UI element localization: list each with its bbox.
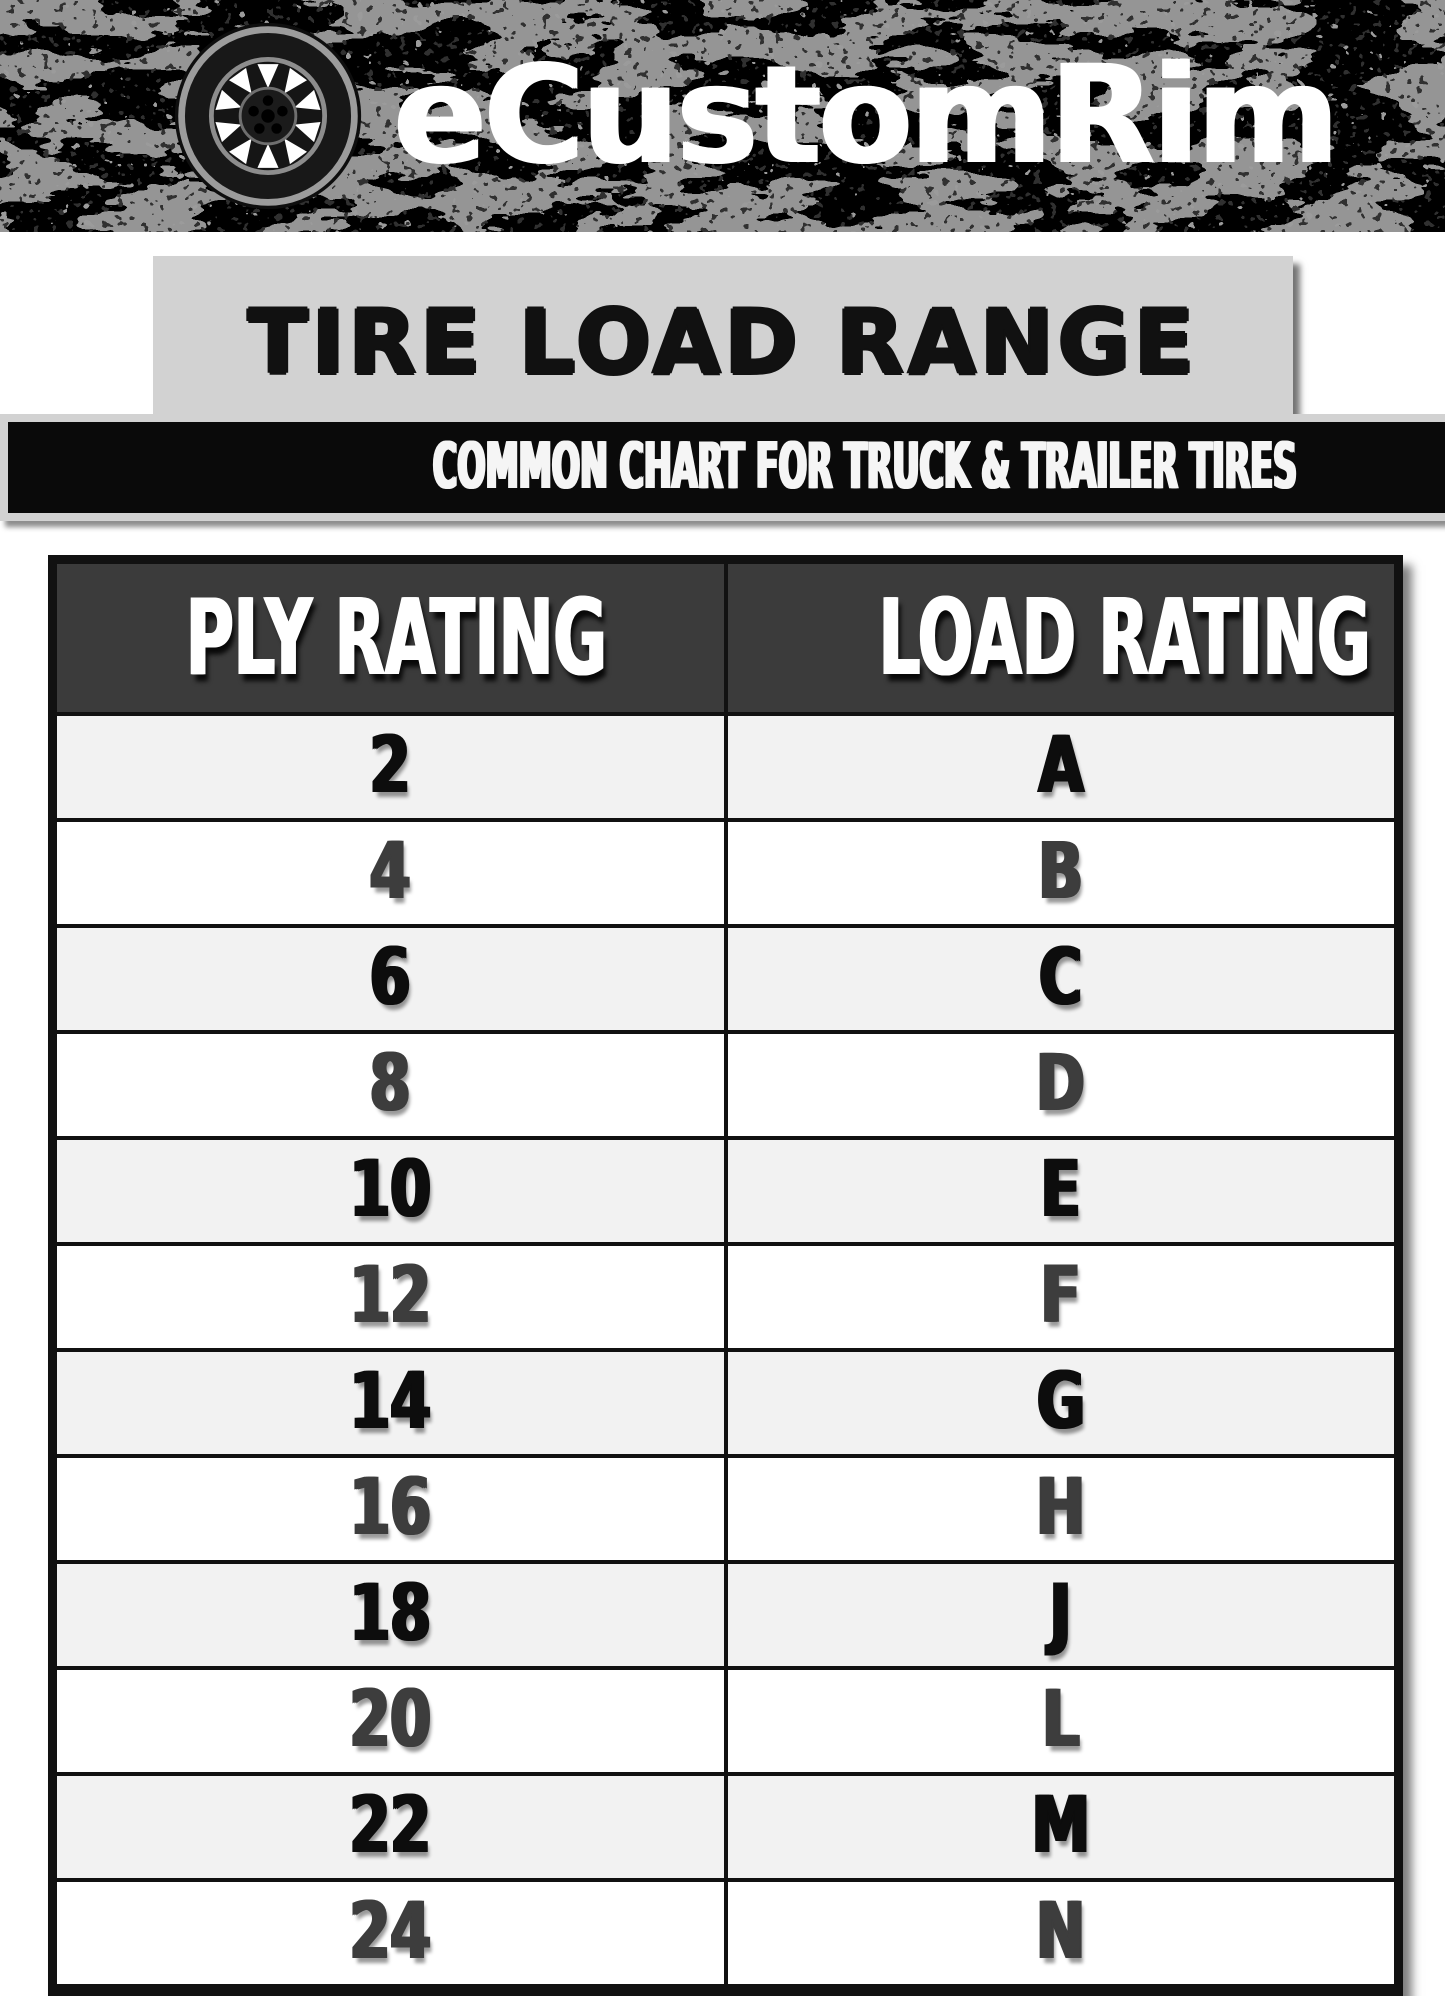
cell-value: B [1038,827,1084,918]
cell-value: A [1038,721,1084,812]
column-header-label: PLY RATING [185,577,607,700]
cell-value: L [1042,1675,1080,1766]
cell-value: N [1036,1887,1086,1978]
ply-rating-cell: 4 [53,818,728,929]
cell-value: 14 [349,1357,431,1448]
ply-rating-cell: 14 [53,1348,728,1459]
ply-rating-cell: 10 [53,1136,728,1247]
load-rating-cell: A [723,712,1398,823]
cell-value: 4 [369,827,411,918]
tire-wheel-logo-icon [174,22,362,210]
page-title: TIRE LOAD RANGE [247,290,1199,394]
title-box: TIRE LOAD RANGE [153,256,1293,428]
load-rating-cell: E [723,1136,1398,1247]
header-banner: eCustomRim [0,0,1445,232]
load-rating-cell: H [723,1454,1398,1565]
subtitle-box: COMMON CHART FOR TRUCK & TRAILER TIRES [0,414,1445,522]
ply-rating-cell: 22 [53,1772,728,1883]
load-rating-cell: G [723,1348,1398,1459]
cell-value: F [1040,1251,1081,1342]
load-range-table: PLY RATING LOAD RATING 2 A 4 B 6 C 8 D 10 E 12 F 14 G… [48,555,1403,1996]
table-row: 16 H [53,1454,1398,1565]
cell-value: 2 [369,721,411,812]
load-rating-cell: L [723,1666,1398,1777]
cell-value: 12 [349,1251,431,1342]
table-row: 20 L [53,1666,1398,1777]
load-rating-cell: N [723,1878,1398,1989]
ply-rating-cell: 18 [53,1560,728,1671]
cell-value: 22 [349,1781,431,1872]
ply-rating-cell: 16 [53,1454,728,1565]
load-rating-cell: D [723,1030,1398,1141]
cell-value: 20 [349,1675,431,1766]
header-row: PLY RATING LOAD RATING [53,560,1398,717]
table-row: 14 G [53,1348,1398,1459]
title-section: TIRE LOAD RANGE COMMON CHART FOR TRUCK &… [0,256,1445,522]
cell-value: H [1036,1463,1086,1554]
subtitle-inner: COMMON CHART FOR TRUCK & TRAILER TIRES [8,422,1445,514]
load-rating-cell: B [723,818,1398,929]
ply-rating-cell: 8 [53,1030,728,1141]
column-header-label: LOAD RATING [878,577,1371,700]
cell-value: 10 [349,1145,431,1236]
table-row: 10 E [53,1136,1398,1247]
cell-value: E [1040,1145,1081,1236]
brand-lockup: eCustomRim [0,0,1445,232]
cell-value: G [1036,1357,1085,1448]
column-header-load-rating: LOAD RATING [723,560,1398,717]
load-rating-cell: C [723,924,1398,1035]
cell-value: J [1049,1569,1072,1660]
table-row: 12 F [53,1242,1398,1353]
table-row: 22 M [53,1772,1398,1883]
page-subtitle: COMMON CHART FOR TRUCK & TRAILER TIRES [432,430,1298,504]
load-rating-cell: J [723,1560,1398,1671]
cell-value: 8 [369,1039,411,1130]
cell-value: 6 [369,933,411,1024]
ply-rating-cell: 6 [53,924,728,1035]
ply-load-table: PLY RATING LOAD RATING 2 A 4 B 6 C 8 D 10 E 12 F 14 G… [53,560,1398,1989]
table-header: PLY RATING LOAD RATING [53,560,1398,717]
cell-value: 24 [349,1887,431,1978]
cell-value: M [1031,1781,1090,1872]
ply-rating-cell: 12 [53,1242,728,1353]
table-row: 18 J [53,1560,1398,1671]
table-row: 24 N [53,1878,1398,1989]
table-body: 2 A 4 B 6 C 8 D 10 E 12 F 14 G 16 H 18 J 20 L 22 M 24 N [53,712,1398,1989]
cell-value: C [1039,933,1083,1024]
cell-value: 18 [349,1569,431,1660]
load-rating-cell: M [723,1772,1398,1883]
ply-rating-cell: 20 [53,1666,728,1777]
column-header-ply-rating: PLY RATING [53,560,728,717]
cell-value: 16 [349,1463,431,1554]
load-rating-cell: F [723,1242,1398,1353]
cell-value: D [1036,1039,1086,1130]
brand-name: eCustomRim [394,37,1339,195]
ply-rating-cell: 24 [53,1878,728,1989]
ply-rating-cell: 2 [53,712,728,823]
